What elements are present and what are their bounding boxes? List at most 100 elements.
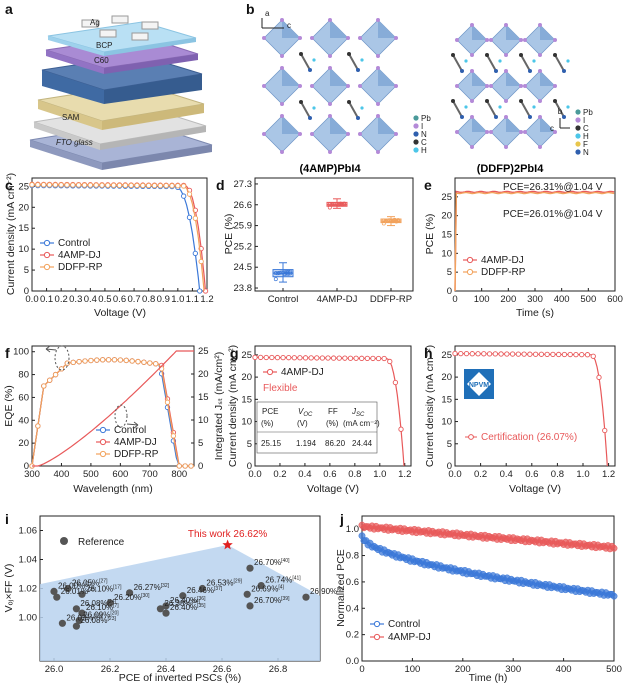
series-c-2-point [111, 182, 117, 188]
series-h-point [584, 352, 591, 358]
xlabel-f: Wavelength (nm) [73, 483, 153, 495]
series-g-point [387, 358, 393, 365]
y-tick-label: 20 [18, 438, 29, 449]
reference-point [243, 590, 251, 598]
this-work-star [222, 539, 233, 550]
reference-citation: [34] [192, 599, 201, 605]
hydrogen-atom [464, 59, 468, 63]
series-f-2-point [70, 359, 76, 366]
octahedron-right-face [506, 71, 521, 86]
iodine-atom [455, 130, 459, 134]
series-e-1 [454, 191, 615, 292]
series-g-point [308, 355, 314, 361]
organic-cation-left [300, 53, 311, 71]
reference-point [126, 589, 134, 597]
iodine-atom [523, 84, 527, 88]
organic-cation-right [452, 54, 463, 72]
iodine-atom [470, 69, 474, 73]
reference-point-label: 26.70%[40] [254, 558, 290, 567]
x-tick-label: 0.3 [69, 294, 82, 305]
series-h-point [602, 427, 608, 434]
organic-cation-right [554, 54, 565, 72]
integrated-jsc-line [32, 350, 194, 467]
j-1-legend-marker [373, 633, 381, 641]
box-dot [329, 202, 334, 207]
element-legend-label: N [583, 148, 589, 157]
series-g-point [280, 354, 286, 361]
x-tick-label: 0.8 [551, 469, 564, 480]
reference-point-label: 26.70%[39] [254, 596, 290, 605]
x-category-label: 4AMP-DJ [317, 294, 358, 305]
iodine-atom [310, 84, 314, 88]
carbon-atom [519, 53, 523, 57]
carbon-atom [451, 53, 455, 57]
nitrogen-atom [308, 116, 312, 120]
reference-citation: [19] [94, 613, 103, 619]
series-c-2-point [29, 182, 35, 188]
series-g-point [252, 354, 258, 361]
layer-label-c60: C60 [94, 56, 109, 65]
x-tick-label: 400 [54, 469, 70, 480]
y-tick-label: 27.3 [234, 179, 253, 190]
y-tick-label: 0.4 [346, 603, 359, 614]
f-0-legend-marker [99, 426, 107, 434]
x-tick-label: 1.0 [171, 294, 184, 305]
reference-citation: [17] [113, 584, 122, 590]
plot-frame-j [361, 515, 615, 662]
series-h-point [463, 351, 470, 357]
series-g-point [291, 355, 297, 361]
iodine-atom [553, 84, 557, 88]
element-legend-swatch [575, 117, 581, 123]
series-c-2-point [41, 182, 47, 188]
reference-point-label: 26.10%[17] [86, 584, 122, 593]
iodine-atom [298, 84, 302, 88]
box-dot [390, 219, 395, 224]
y-tick-label: 20 [441, 372, 452, 383]
e-0-legend-marker [466, 256, 474, 264]
reference-citation: [20] [110, 610, 119, 616]
reference-point [302, 593, 310, 601]
element-legend-label: I [421, 122, 423, 131]
legend-marker-h [468, 434, 474, 440]
carbon-atom [553, 99, 557, 103]
reference-point [72, 622, 80, 630]
x-tick-label: 26.0 [45, 664, 64, 675]
element-legend-swatch [413, 123, 419, 129]
table-unit-jsc: (mA cm⁻²) [343, 419, 380, 428]
series-h-point [509, 351, 516, 357]
xlabel-h: Voltage (V) [509, 483, 561, 495]
carbon-atom [347, 100, 351, 104]
iodine-atom [538, 69, 542, 73]
box-dot [340, 202, 345, 207]
reference-citation: [5] [337, 587, 343, 593]
axis-label-b-right: b [558, 107, 563, 116]
panel-label-h: h [424, 345, 433, 361]
hydrogen-atom [312, 58, 316, 62]
series-g-point [370, 355, 376, 362]
x-tick-label: 0.0 [248, 469, 261, 480]
y-tick-label: 0 [247, 461, 252, 472]
series-f-2-point [52, 371, 59, 378]
organic-cation-right [452, 100, 463, 118]
series-f-2-point [129, 358, 135, 364]
y-tick-label: 15 [441, 230, 452, 241]
octahedron-right-face [506, 25, 521, 40]
axes-h: 0.0 0.2 0.4 0.6 0.8 1.0 1.2 0 5 10 15 20 25 [441, 350, 615, 480]
series-h-point [596, 374, 602, 380]
axes-g: 0.0 0.2 0.4 0.6 0.8 1.0 1.2 0 5 10 15 20 25 [241, 350, 411, 480]
series-h-point [458, 350, 464, 357]
reference-citation: [25] [88, 587, 97, 593]
callout-markers-f [45, 345, 139, 429]
x-tick-label: 500 [83, 469, 99, 480]
box-dot [273, 271, 278, 276]
octahedron-left-face [378, 116, 396, 134]
iodine-atom [328, 66, 332, 70]
reference-point [257, 582, 265, 590]
reference-point [78, 609, 86, 617]
nitrogen-atom [356, 68, 360, 72]
y-tick-label: 1.00 [19, 613, 38, 624]
x-tick-label: 0.2 [55, 294, 68, 305]
organic-cation-left [300, 101, 311, 119]
iodine-atom [346, 84, 350, 88]
element-legend-label: H [583, 132, 589, 141]
